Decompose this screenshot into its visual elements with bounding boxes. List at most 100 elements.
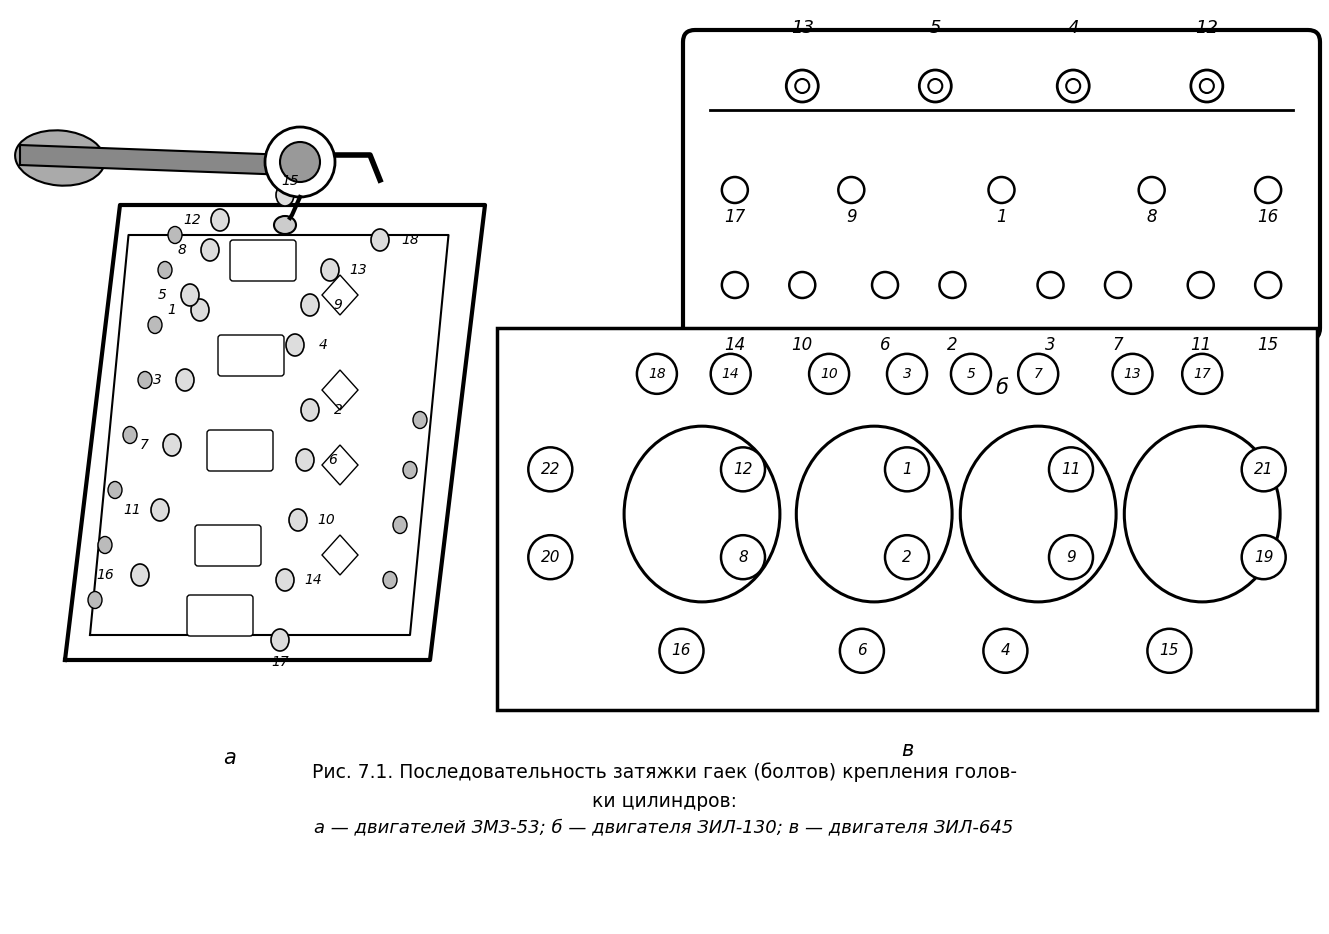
Text: 14: 14 [304, 573, 322, 587]
Text: 7: 7 [1034, 367, 1043, 381]
Circle shape [1147, 629, 1191, 672]
Text: 21: 21 [1255, 461, 1273, 477]
Text: 14: 14 [724, 336, 746, 354]
Circle shape [1066, 79, 1080, 93]
Circle shape [1241, 447, 1285, 491]
Ellipse shape [271, 629, 288, 651]
Text: 13: 13 [1123, 367, 1142, 381]
Text: 15: 15 [282, 174, 299, 188]
Circle shape [920, 70, 952, 102]
Circle shape [1104, 272, 1131, 298]
Text: 7: 7 [1112, 336, 1123, 354]
Ellipse shape [138, 372, 152, 389]
Circle shape [722, 177, 748, 203]
Ellipse shape [163, 434, 181, 456]
Ellipse shape [300, 294, 319, 316]
Text: 2: 2 [948, 336, 958, 354]
Circle shape [1255, 177, 1281, 203]
Circle shape [885, 535, 929, 579]
Circle shape [1241, 535, 1285, 579]
Text: 11: 11 [124, 503, 141, 517]
Text: 5: 5 [158, 288, 166, 302]
Circle shape [264, 127, 335, 197]
Text: ки цилиндров:: ки цилиндров: [591, 792, 736, 811]
Text: Рис. 7.1. Последовательность затяжки гаек (болтов) крепления голов-: Рис. 7.1. Последовательность затяжки гае… [311, 762, 1017, 782]
Ellipse shape [181, 284, 199, 306]
Text: 10: 10 [792, 336, 813, 354]
Text: 14: 14 [722, 367, 739, 381]
Circle shape [1049, 535, 1092, 579]
Circle shape [722, 447, 766, 491]
Ellipse shape [276, 184, 294, 206]
Ellipse shape [191, 299, 209, 321]
Circle shape [529, 535, 573, 579]
Circle shape [787, 70, 819, 102]
Text: 15: 15 [276, 163, 294, 177]
Text: 18: 18 [401, 233, 419, 247]
Text: 13: 13 [791, 19, 813, 37]
Text: 16: 16 [1257, 208, 1278, 226]
Ellipse shape [132, 564, 149, 586]
Ellipse shape [98, 536, 112, 554]
Text: 9: 9 [1066, 550, 1076, 565]
Circle shape [637, 354, 676, 394]
Ellipse shape [148, 317, 162, 333]
Text: 17: 17 [724, 208, 746, 226]
Circle shape [928, 79, 942, 93]
Text: 1: 1 [167, 303, 177, 317]
Ellipse shape [15, 131, 105, 186]
Ellipse shape [393, 517, 407, 533]
Ellipse shape [288, 509, 307, 531]
Text: 2: 2 [334, 403, 343, 417]
Circle shape [529, 447, 573, 491]
Ellipse shape [276, 569, 294, 591]
Circle shape [711, 354, 751, 394]
Text: 17: 17 [1193, 367, 1211, 381]
Text: 5: 5 [929, 19, 941, 37]
Text: б: б [995, 378, 1007, 398]
Circle shape [789, 272, 815, 298]
Ellipse shape [1124, 426, 1280, 601]
Ellipse shape [383, 572, 397, 588]
Text: 12: 12 [1195, 19, 1219, 37]
Text: 6: 6 [880, 336, 890, 354]
Circle shape [1188, 272, 1213, 298]
Text: 12: 12 [734, 461, 752, 477]
Circle shape [886, 354, 928, 394]
Text: 6: 6 [328, 453, 338, 467]
Text: 4: 4 [1067, 19, 1079, 37]
Circle shape [989, 177, 1014, 203]
Ellipse shape [403, 461, 417, 478]
FancyBboxPatch shape [195, 525, 260, 566]
Circle shape [1191, 70, 1223, 102]
FancyBboxPatch shape [497, 328, 1317, 710]
Circle shape [952, 354, 991, 394]
FancyBboxPatch shape [187, 595, 253, 636]
Text: 3: 3 [902, 367, 912, 381]
Circle shape [809, 354, 849, 394]
Text: 1: 1 [902, 461, 912, 477]
Circle shape [885, 447, 929, 491]
Polygon shape [322, 370, 358, 410]
Text: 10: 10 [318, 513, 335, 527]
Ellipse shape [88, 591, 102, 608]
Circle shape [1018, 354, 1058, 394]
Text: 10: 10 [820, 367, 839, 381]
Circle shape [1038, 272, 1063, 298]
Text: 16: 16 [96, 568, 114, 582]
Circle shape [659, 629, 703, 672]
Ellipse shape [371, 229, 389, 251]
Text: 8: 8 [178, 243, 186, 257]
Polygon shape [322, 445, 358, 485]
Circle shape [840, 629, 884, 672]
Ellipse shape [158, 262, 171, 278]
Ellipse shape [413, 412, 427, 429]
Circle shape [1049, 447, 1092, 491]
Text: 9: 9 [847, 208, 857, 226]
Ellipse shape [274, 216, 296, 234]
Polygon shape [322, 275, 358, 315]
Circle shape [1200, 79, 1213, 93]
FancyBboxPatch shape [207, 430, 272, 471]
Text: а: а [223, 748, 237, 768]
Text: 15: 15 [1257, 336, 1278, 354]
